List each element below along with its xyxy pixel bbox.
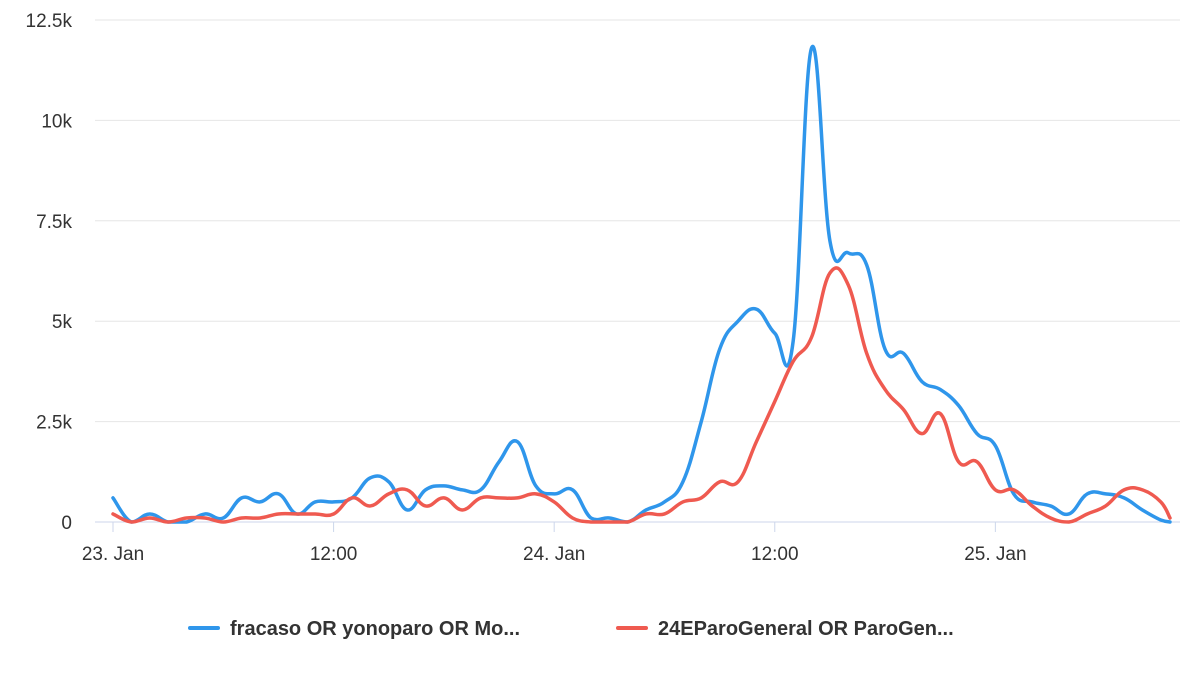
legend[interactable]: fracaso OR yonoparo OR Mo... 24EParoGener… xyxy=(188,618,954,640)
x-tick-label: 25. Jan xyxy=(964,544,1026,565)
x-tick-label: 24. Jan xyxy=(523,544,585,565)
x-axis-labels: 23. Jan 12:00 24. Jan 12:00 25. Jan xyxy=(82,544,1027,565)
legend-label: 24EParoGeneral OR ParoGen... xyxy=(658,618,954,640)
series-line-1[interactable] xyxy=(111,44,1172,524)
x-tick-label: 12:00 xyxy=(310,544,358,565)
x-axis xyxy=(95,521,1180,532)
x-tick-label: 12:00 xyxy=(751,544,799,565)
x-tick-label: 23. Jan xyxy=(82,544,144,565)
series-line-2[interactable] xyxy=(111,266,1172,524)
y-axis-labels: 0 2.5k 5k 7.5k 10k 12.5k xyxy=(26,11,73,534)
y-tick-label: 0 xyxy=(61,513,72,534)
y-tick-label: 2.5k xyxy=(36,413,72,434)
y-tick-label: 7.5k xyxy=(36,212,72,233)
y-tick-label: 10k xyxy=(41,111,72,132)
legend-item-2[interactable]: 24EParoGeneral OR ParoGen... xyxy=(616,618,954,640)
y-tick-label: 12.5k xyxy=(26,11,73,32)
series-lines xyxy=(111,44,1172,524)
grid-lines xyxy=(95,19,1180,423)
legend-label: fracaso OR yonoparo OR Mo... xyxy=(230,618,520,640)
legend-item-1[interactable]: fracaso OR yonoparo OR Mo... xyxy=(188,618,520,640)
y-tick-label: 5k xyxy=(52,312,73,333)
